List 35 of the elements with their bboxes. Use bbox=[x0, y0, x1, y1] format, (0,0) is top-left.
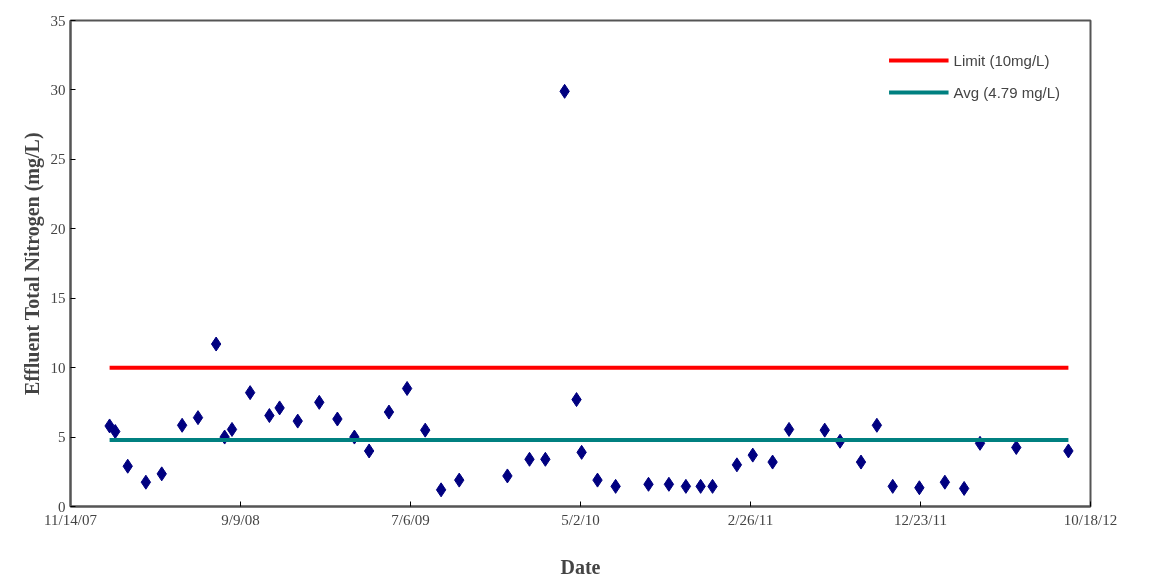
point bbox=[401, 380, 413, 396]
point bbox=[176, 417, 188, 433]
x-tick-label: 7/6/09 bbox=[391, 511, 430, 528]
x-tick-label: 9/9/08 bbox=[221, 511, 260, 528]
point bbox=[855, 454, 867, 470]
y-tick-label: 25 bbox=[50, 151, 66, 168]
x-tick-label: 12/23/11 bbox=[894, 511, 947, 528]
y-tick-label: 10 bbox=[50, 359, 66, 376]
x-tick-label: 2/26/11 bbox=[727, 511, 774, 528]
point bbox=[783, 421, 795, 437]
point bbox=[958, 480, 970, 496]
x-tick-label: 5/2/10 bbox=[561, 511, 600, 528]
point bbox=[140, 474, 152, 490]
point bbox=[244, 385, 256, 401]
point bbox=[435, 482, 447, 498]
legend-label: Avg (4.79 mg/L) bbox=[953, 83, 1060, 101]
y-tick-label: 35 bbox=[50, 12, 66, 29]
point bbox=[210, 336, 222, 352]
y-axis-title: Effluent Total Nitrogen (mg/L) bbox=[20, 132, 44, 395]
point bbox=[226, 421, 238, 437]
point bbox=[192, 410, 204, 426]
point bbox=[871, 417, 883, 433]
point bbox=[663, 476, 675, 492]
y-tick-label: 30 bbox=[50, 81, 66, 98]
point bbox=[731, 457, 743, 473]
x-tick-label: 10/18/12 bbox=[1063, 511, 1118, 528]
y-tick-label: 20 bbox=[50, 220, 66, 237]
point bbox=[383, 404, 395, 420]
y-tick-label: 5 bbox=[58, 429, 66, 446]
point bbox=[939, 474, 951, 490]
legend-label: Limit (10mg/L) bbox=[953, 51, 1050, 69]
point bbox=[363, 443, 375, 459]
point bbox=[680, 478, 692, 494]
x-axis-title: Date bbox=[560, 555, 601, 578]
y-tick-label: 15 bbox=[50, 290, 66, 307]
